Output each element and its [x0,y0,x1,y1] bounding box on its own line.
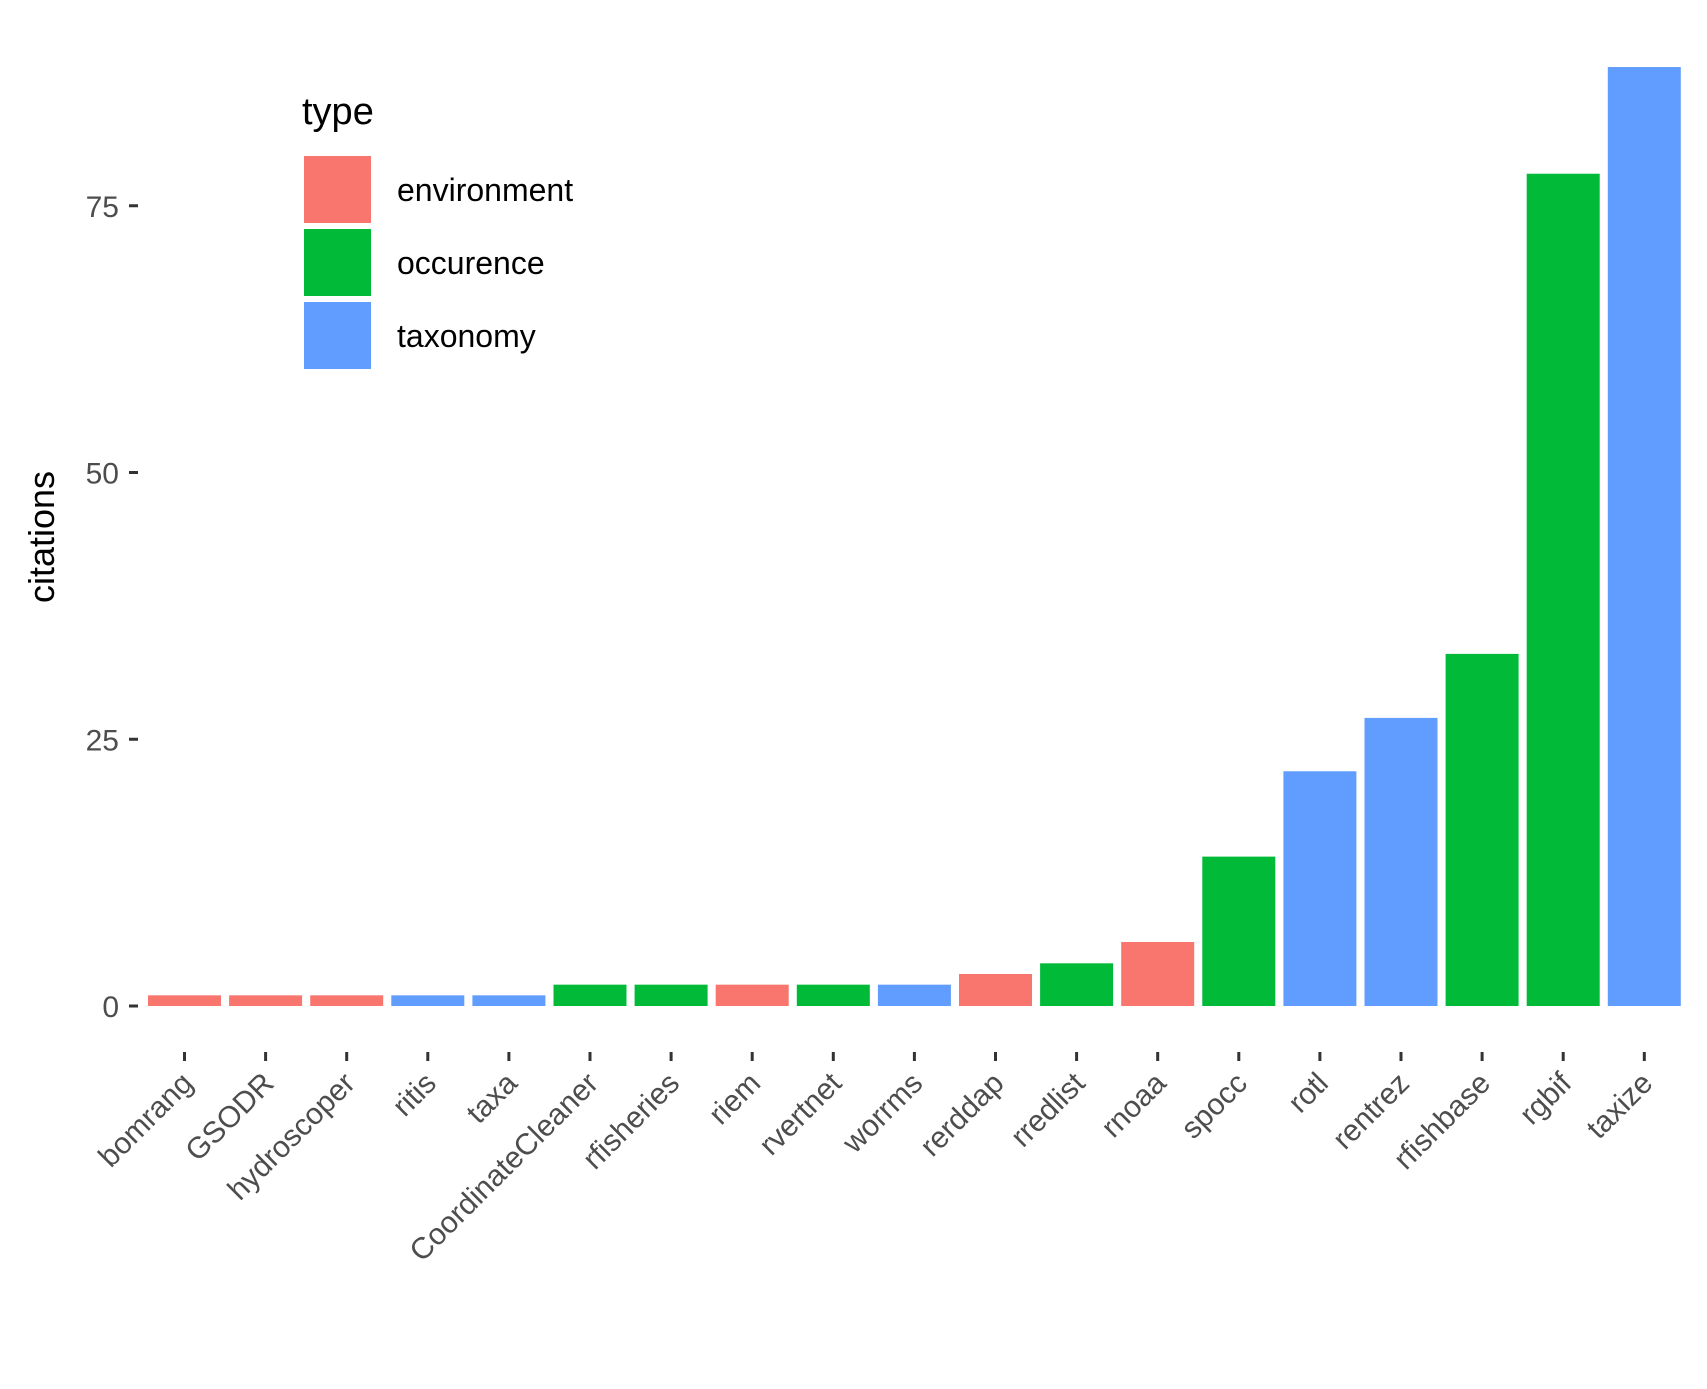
bars [148,67,1681,1007]
bar [391,995,465,1006]
bar [959,973,1032,1006]
legend-swatch [304,302,371,369]
x-tick-label: rotl [1282,1067,1335,1120]
legend-entries: environment occurence taxonomy [304,156,573,369]
y-tick-label: 75 [86,191,119,224]
bar [1526,173,1600,1007]
bar [1364,717,1438,1006]
x-tick-label: rvertnet [753,1066,849,1162]
y-tick-label: 25 [86,724,119,757]
bar [1202,856,1276,1006]
legend-swatch [304,229,371,296]
y-axis-title: citations [21,471,62,603]
x-tick-label: spocc [1175,1067,1254,1146]
bar [1445,653,1519,1006]
bar [1121,941,1195,1006]
bar [715,984,789,1006]
bar [1283,771,1357,1006]
x-tick-label: worrms [836,1067,930,1161]
legend-label: occurence [397,245,545,281]
legend-title: type [302,91,374,133]
bar [796,984,870,1006]
bar [229,995,303,1006]
x-tick-label: rgbif [1514,1066,1579,1131]
x-tick-label: bomrang [92,1067,199,1174]
bar [553,984,627,1006]
x-tick-label: ritis [386,1067,442,1123]
x-tick-label: rerddap [914,1067,1010,1163]
bar [472,995,546,1006]
bar [1607,67,1681,1007]
legend: type environment occurence taxonomy [302,91,573,369]
y-tick-label: 0 [102,991,119,1024]
legend-label: taxonomy [397,318,536,354]
x-tick-label: taxa [460,1066,524,1130]
bar [634,984,708,1006]
y-axis: 0 25 50 75 [86,191,138,1024]
x-tick-label: rredlist [1005,1066,1092,1153]
legend-swatch [304,156,371,223]
x-tick-label: taxize [1580,1067,1659,1146]
legend-label: environment [397,172,573,208]
y-tick-label: 50 [86,458,119,491]
x-tick-label: rnoaa [1095,1066,1173,1144]
x-tick-label: riem [703,1067,768,1132]
bar [148,995,221,1006]
bar [310,995,384,1006]
bar [1040,963,1114,1006]
bar [877,984,951,1006]
